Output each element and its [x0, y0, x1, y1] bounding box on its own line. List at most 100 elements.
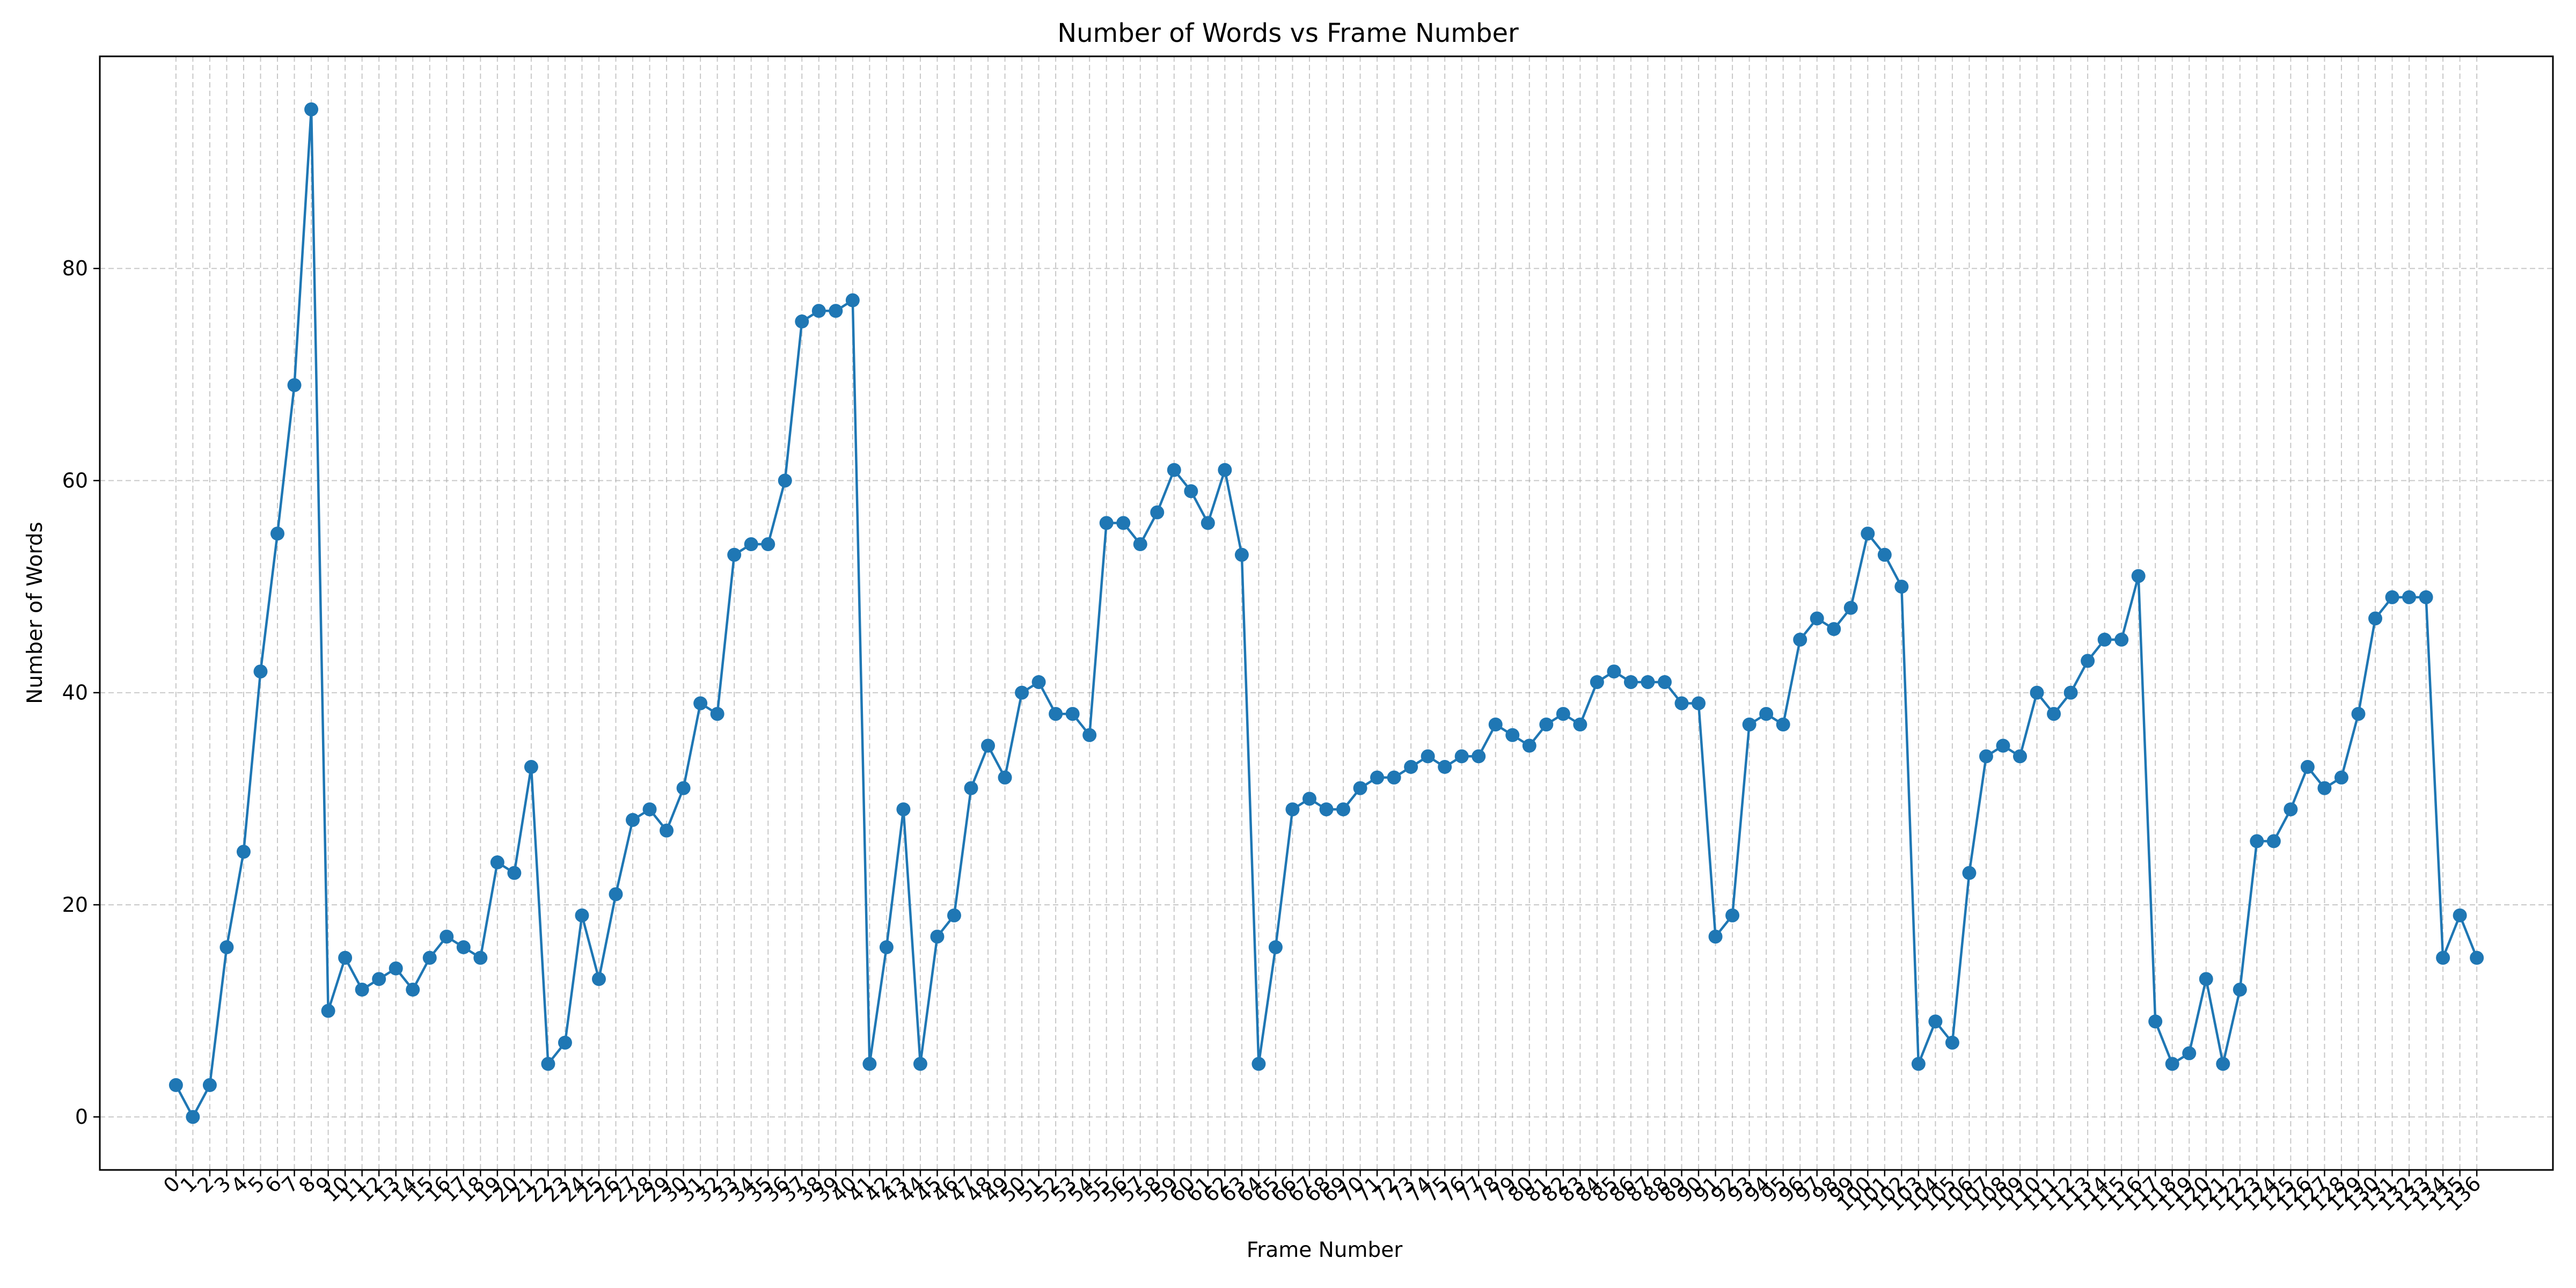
- y-tick-label: 20: [62, 893, 88, 917]
- data-point: [236, 845, 251, 859]
- data-point: [2402, 590, 2417, 604]
- data-point: [2470, 950, 2484, 965]
- data-point: [1082, 728, 1097, 742]
- data-point: [1556, 707, 1570, 721]
- y-tick-label: 80: [62, 257, 88, 280]
- series: [169, 102, 2484, 1124]
- data-point: [591, 972, 606, 986]
- data-point: [2081, 654, 2095, 668]
- data-point: [1759, 707, 1774, 721]
- data-point: [270, 526, 285, 541]
- data-point: [930, 930, 945, 944]
- data-point: [1641, 675, 1655, 689]
- data-point: [1725, 908, 1740, 923]
- data-point: [2368, 611, 2382, 626]
- x-axis-label: Frame Number: [1247, 1238, 1403, 1262]
- data-point: [981, 738, 996, 753]
- data-point: [2047, 707, 2061, 721]
- chart-title: Number of Words vs Frame Number: [1057, 18, 1519, 48]
- data-point: [1861, 526, 1875, 541]
- data-point: [1353, 781, 1367, 795]
- data-point: [1268, 940, 1283, 954]
- data-point: [1810, 611, 1824, 626]
- data-point: [1133, 537, 1147, 552]
- data-point: [947, 908, 961, 923]
- data-point: [2419, 590, 2433, 604]
- data-point: [1285, 802, 1300, 817]
- data-point: [879, 940, 894, 954]
- y-tick-label: 0: [75, 1105, 88, 1129]
- data-point: [338, 950, 353, 965]
- data-point: [1979, 749, 1993, 764]
- data-point: [710, 707, 724, 721]
- data-point: [609, 887, 623, 902]
- data-point: [1336, 802, 1351, 817]
- y-tick-label: 40: [62, 681, 88, 705]
- data-point: [1031, 675, 1046, 689]
- data-point: [1472, 749, 1486, 764]
- data-point: [524, 760, 538, 774]
- data-point: [1623, 675, 1638, 689]
- data-point: [2097, 632, 2112, 647]
- data-point: [1911, 1057, 1926, 1071]
- data-point: [2148, 1014, 2163, 1029]
- data-point: [1928, 1014, 1943, 1029]
- data-point: [1776, 718, 1790, 731]
- data-point: [1590, 675, 1604, 689]
- data-point: [304, 102, 319, 116]
- data-point: [1370, 770, 1385, 785]
- data-point: [1843, 601, 1858, 615]
- data-point: [2114, 632, 2129, 647]
- data-point: [626, 813, 640, 827]
- data-point: [2284, 802, 2298, 817]
- data-point: [575, 908, 589, 923]
- data-point: [1218, 463, 1232, 477]
- data-point: [355, 983, 369, 997]
- data-point: [2250, 834, 2264, 848]
- data-point: [1505, 728, 1520, 742]
- data-point: [2317, 781, 2332, 795]
- data-point: [2300, 760, 2315, 774]
- data-point: [406, 983, 420, 997]
- data-point: [862, 1057, 877, 1071]
- y-tick-label: 60: [62, 469, 88, 492]
- data-point: [287, 378, 302, 392]
- data-point: [913, 1057, 927, 1071]
- data-point: [964, 781, 978, 795]
- data-point: [1116, 516, 1131, 530]
- data-point: [1065, 707, 1080, 721]
- data-point: [795, 314, 809, 329]
- data-point: [2266, 834, 2281, 848]
- data-point: [2453, 908, 2467, 923]
- data-point: [389, 961, 403, 976]
- data-point: [1827, 622, 1841, 636]
- data-point: [372, 972, 386, 986]
- data-point: [1573, 718, 1587, 731]
- data-point: [744, 537, 758, 552]
- data-point: [202, 1078, 217, 1092]
- data-point: [2351, 707, 2366, 721]
- data-point: [2030, 685, 2044, 700]
- data-point: [169, 1078, 183, 1092]
- data-point: [1150, 505, 1165, 519]
- data-point: [1692, 696, 1706, 711]
- data-point: [456, 940, 471, 954]
- data-point: [1319, 802, 1334, 817]
- data-point: [1674, 696, 1689, 711]
- data-point: [2199, 972, 2213, 986]
- data-point: [829, 304, 843, 318]
- data-point: [811, 304, 826, 318]
- data-point: [1996, 738, 2010, 753]
- data-point: [2334, 770, 2348, 785]
- data-point: [1252, 1057, 1266, 1071]
- data-point: [642, 802, 657, 817]
- data-point: [2063, 685, 2078, 700]
- data-point: [1421, 749, 1435, 764]
- data-point: [1894, 580, 1909, 594]
- data-point: [253, 664, 268, 679]
- data-point: [1708, 930, 1723, 944]
- data-point: [2233, 983, 2247, 997]
- data-point: [1945, 1035, 1959, 1050]
